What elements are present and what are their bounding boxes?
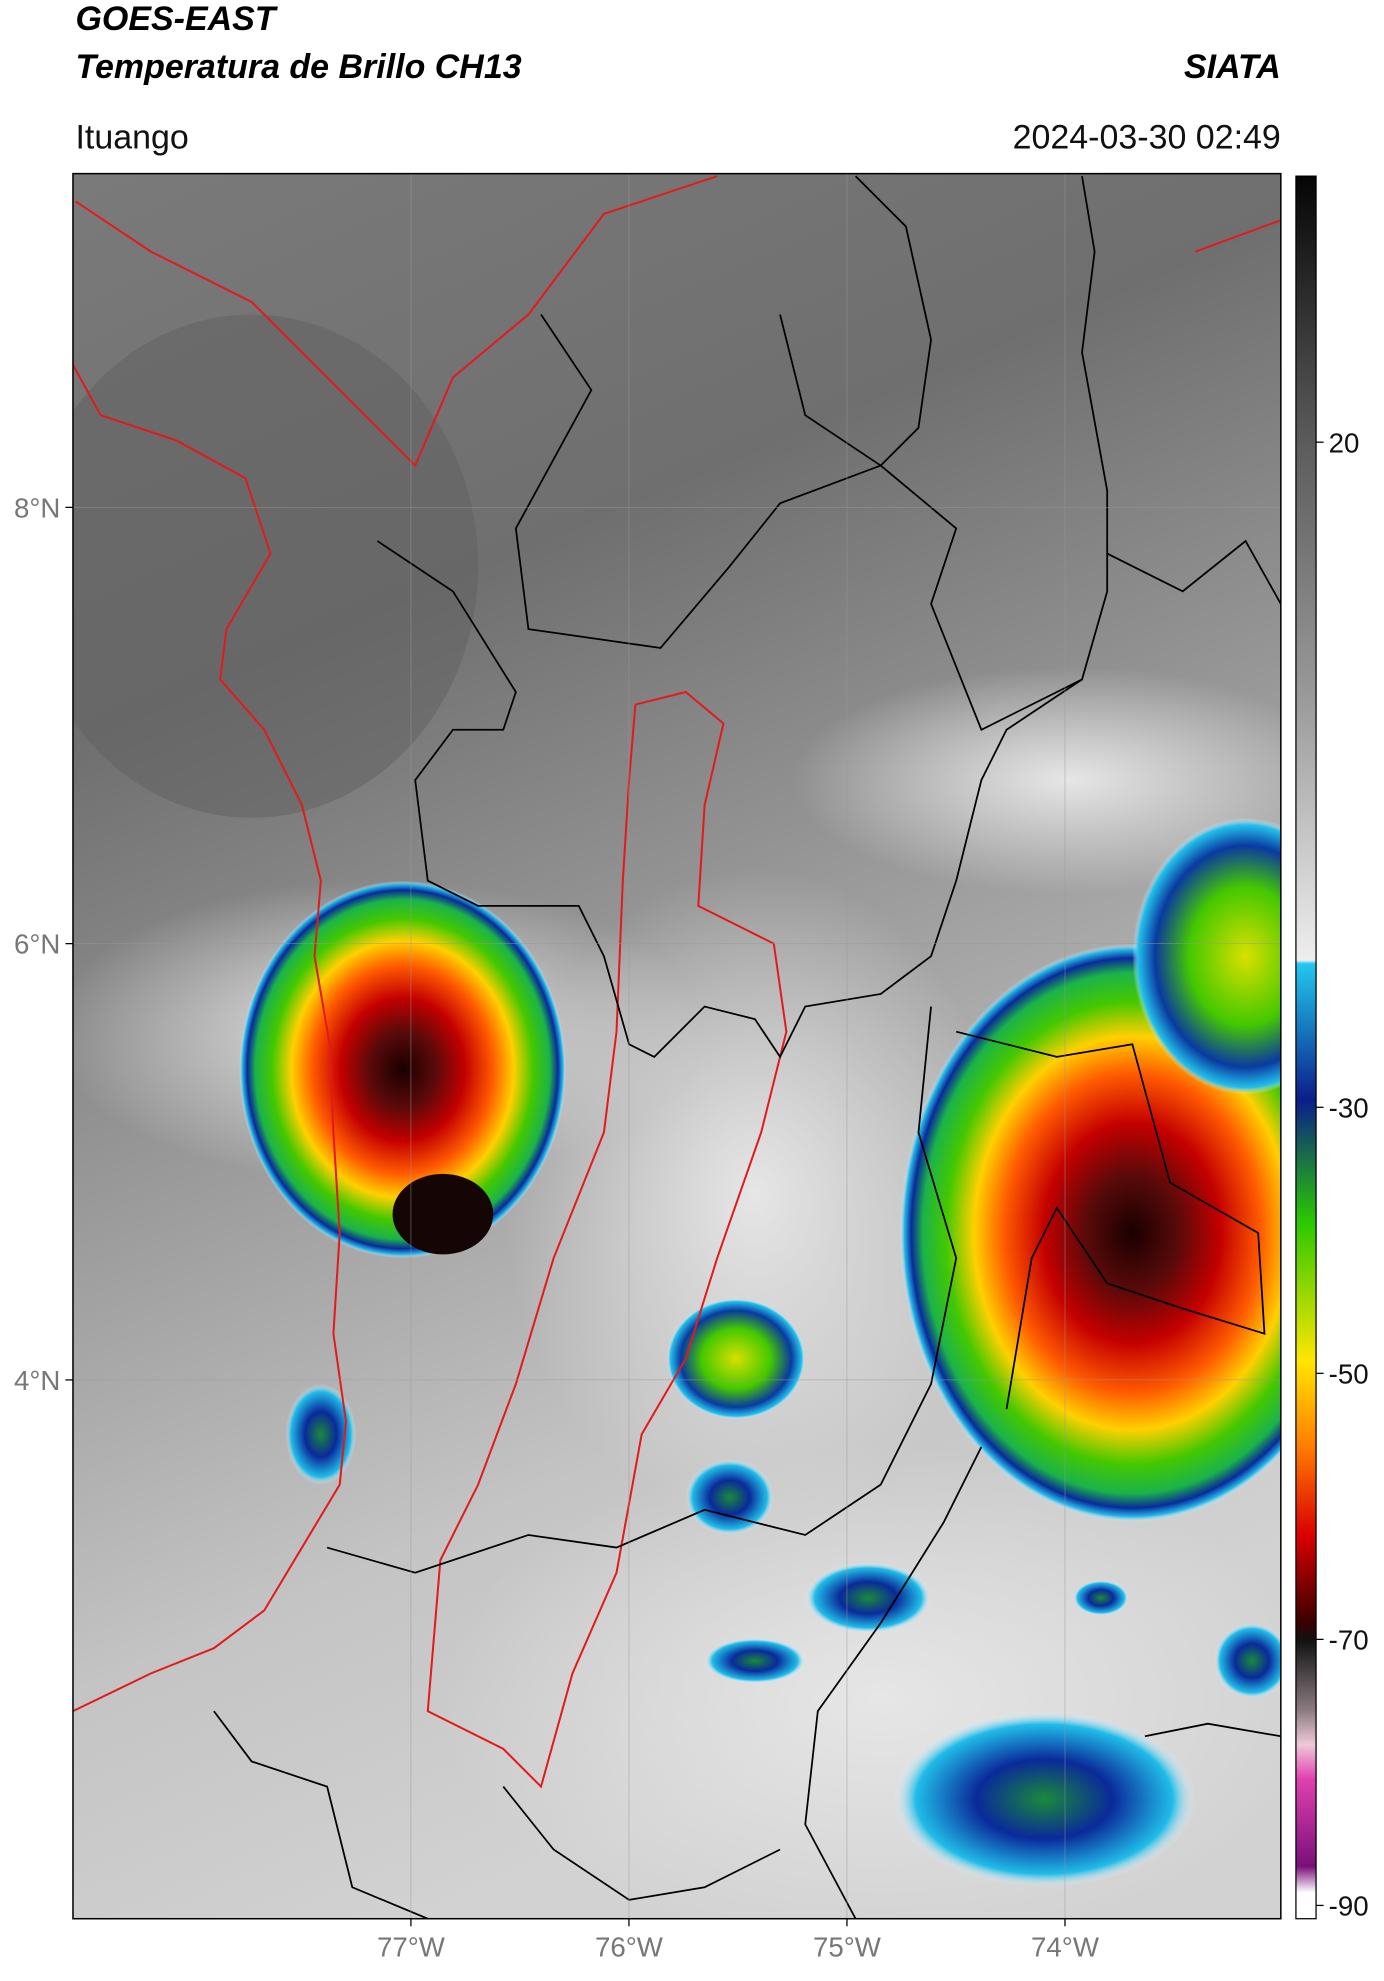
admin-border	[804, 1446, 983, 1919]
y-tick-label: 8°N	[14, 492, 60, 523]
admin-border	[326, 1006, 958, 1574]
colorbar-tick-label: -90	[1329, 1890, 1369, 1921]
product-title: Temperatura de Brillo CH13	[75, 48, 521, 86]
x-tick-label: 77°W	[377, 1931, 446, 1962]
colorbar-tick-label: -30	[1329, 1092, 1369, 1123]
admin-border	[376, 176, 1109, 1059]
coastline	[1194, 219, 1281, 253]
admin-border	[1144, 1722, 1281, 1738]
admin-border	[1106, 539, 1281, 605]
colorbar-tick-label: -70	[1329, 1624, 1369, 1655]
admin-border	[514, 175, 932, 649]
x-tick-label: 75°W	[813, 1931, 882, 1962]
colorbar-tick-label: -50	[1329, 1358, 1369, 1389]
colorbar-tick-label: 20	[1329, 427, 1360, 458]
colorbar	[1295, 175, 1317, 1920]
satellite-title: GOES-EAST	[75, 0, 278, 38]
location: Ituango	[75, 118, 188, 156]
graticule	[72, 173, 1281, 1919]
admin-border	[779, 314, 1083, 731]
project-region	[426, 690, 788, 1789]
organization: SIATA	[1184, 48, 1281, 86]
admin-border	[213, 1710, 429, 1919]
x-tick-label: 74°W	[1031, 1931, 1100, 1962]
satellite-image	[72, 173, 1281, 1919]
coastline	[72, 364, 348, 1713]
y-tick-label: 6°N	[14, 929, 60, 960]
x-tick-label: 76°W	[595, 1931, 664, 1962]
y-tick-label: 4°N	[14, 1365, 60, 1396]
admin-border	[956, 1030, 1266, 1410]
map-frame	[72, 172, 1282, 1920]
timestamp: 2024-03-30 02:49	[1013, 118, 1281, 156]
